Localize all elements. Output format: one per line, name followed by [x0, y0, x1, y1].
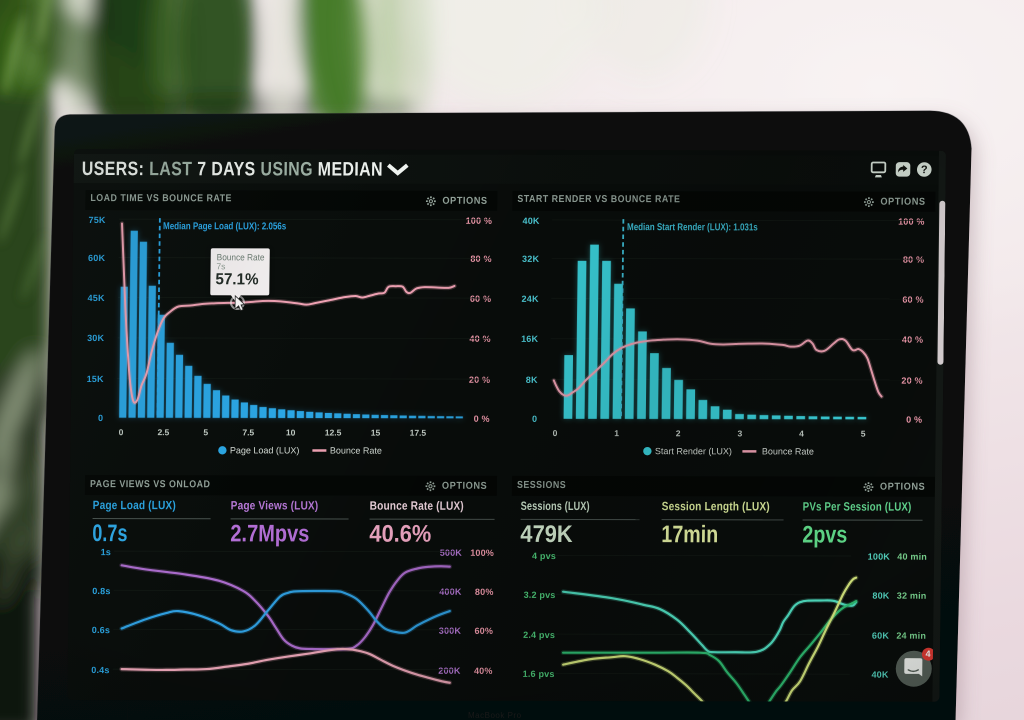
svg-text:?: ?	[921, 164, 928, 176]
